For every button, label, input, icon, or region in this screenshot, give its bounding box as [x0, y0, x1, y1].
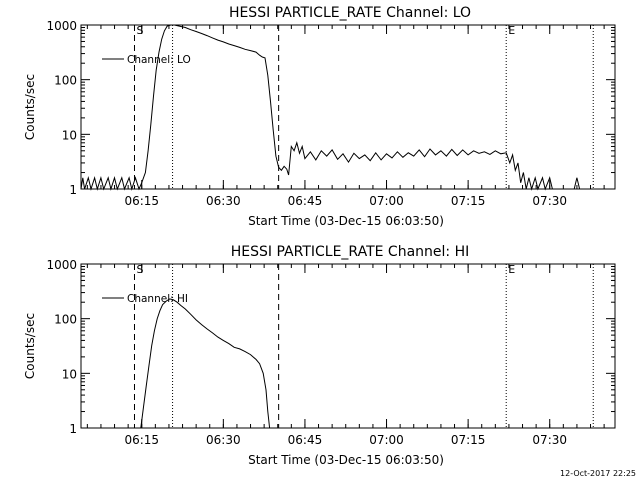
legend: Channel: LO — [102, 54, 191, 66]
plot-frame — [80, 24, 616, 190]
y-axis: 1 10 100 1000 — [46, 19, 615, 197]
x-tick-label: 06:45 — [288, 433, 323, 447]
y-axis-label: Counts/sec — [23, 313, 37, 379]
x-tick-label: 07:00 — [369, 194, 404, 208]
legend-label: Channel: LO — [127, 54, 191, 66]
x-tick-label: 07:30 — [532, 194, 567, 208]
y-axis: 1 10 100 1000 — [46, 258, 615, 436]
y-tick-label: 10 — [62, 367, 77, 381]
x-tick-label: 07:15 — [451, 433, 486, 447]
y-tick-label: 1000 — [46, 19, 77, 33]
x-tick-label: 06:45 — [288, 194, 323, 208]
x-tick-label: 06:30 — [206, 433, 241, 447]
y-axis-label: Counts/sec — [23, 74, 37, 140]
chart-panel-lo: HESSI PARTICLE_RATE Channel: LO 1 10 100 10… — [23, 5, 616, 228]
legend: Channel: HI — [102, 293, 188, 305]
chart-title: HESSI PARTICLE_RATE Channel: LO — [229, 5, 471, 21]
marker-label: S — [136, 263, 143, 276]
y-tick-label: 100 — [54, 74, 77, 88]
x-tick-label: 07:15 — [451, 194, 486, 208]
x-axis: 06:15 06:30 06:45 07:00 07:15 07:30 — [86, 25, 605, 208]
marker-label: E — [508, 24, 515, 37]
y-tick-label: 1000 — [46, 258, 77, 272]
x-axis-label: Start Time (03-Dec-15 06:03:50) — [248, 453, 444, 467]
chart-panel-hi: HESSI PARTICLE_RATE Channel: HI 1 10 100 10… — [23, 244, 616, 467]
x-axis-label: Start Time (03-Dec-15 06:03:50) — [248, 214, 444, 228]
series-line — [140, 298, 271, 429]
y-tick-label: 100 — [54, 313, 77, 327]
y-tick-label: 1 — [69, 183, 77, 197]
generation-timestamp: 12-Oct-2017 22:25 — [560, 469, 636, 478]
marker-label: E — [508, 263, 515, 276]
x-tick-label: 06:15 — [124, 433, 159, 447]
marker-label: S — [136, 24, 143, 37]
data-series — [80, 24, 581, 191]
y-tick-label: 1 — [69, 422, 77, 436]
x-tick-label: 06:15 — [124, 194, 159, 208]
x-tick-label: 06:30 — [206, 194, 241, 208]
legend-label: Channel: HI — [127, 293, 188, 305]
x-tick-label: 07:30 — [532, 433, 567, 447]
series-line — [80, 24, 581, 191]
data-series — [140, 298, 271, 429]
x-tick-label: 07:00 — [369, 433, 404, 447]
chart-title: HESSI PARTICLE_RATE Channel: HI — [231, 244, 469, 260]
x-axis: 06:15 06:30 06:45 07:00 07:15 07:30 — [86, 264, 605, 447]
plot-frame — [80, 263, 616, 429]
y-tick-label: 10 — [62, 128, 77, 142]
